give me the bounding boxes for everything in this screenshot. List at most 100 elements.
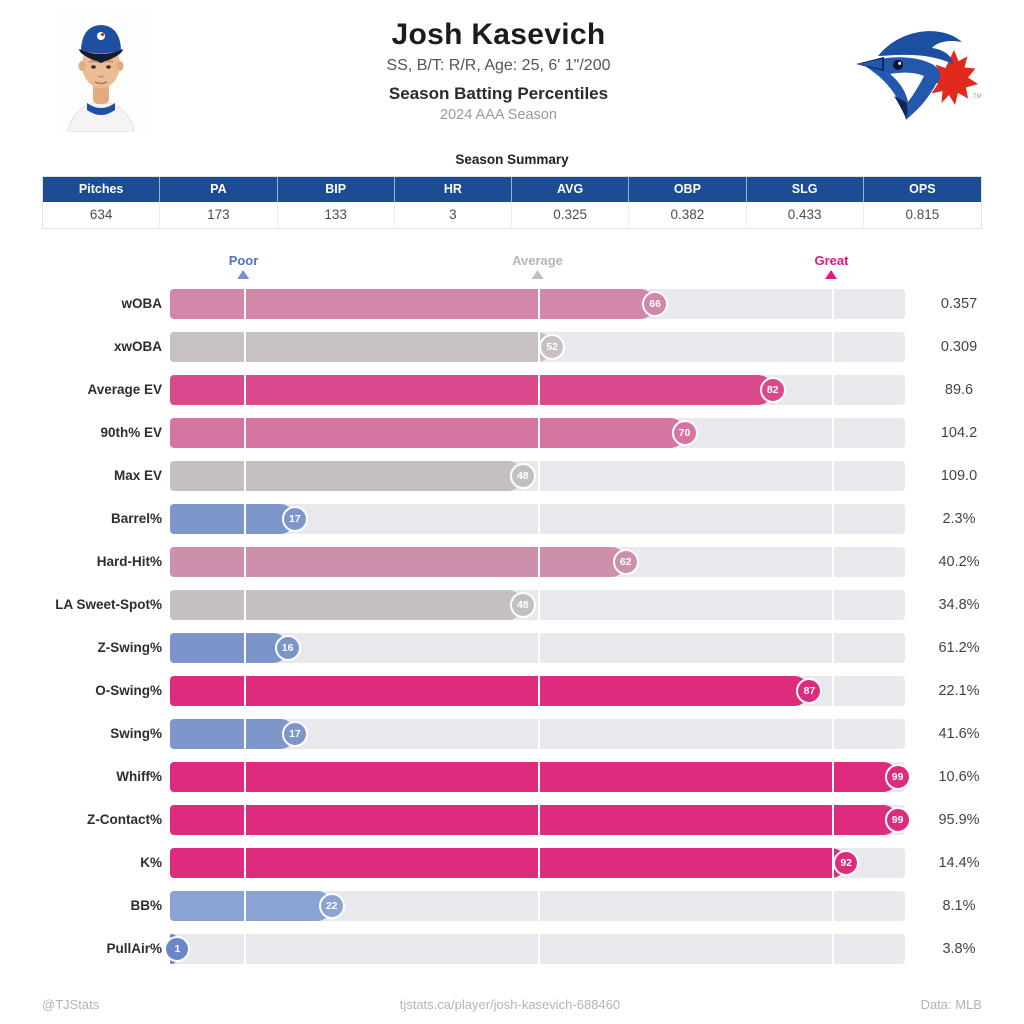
metric-label: wOBA bbox=[121, 296, 163, 311]
percentile-bar-track: 62 bbox=[170, 546, 905, 577]
season-summary-table: Pitches PA BIP HR AVG OBP SLG OPS 634 173 133 3 0.3… bbox=[42, 176, 982, 229]
summary-value: 133 bbox=[277, 202, 395, 228]
gridline-90th-percentile bbox=[831, 331, 834, 362]
gridline-10th-percentile bbox=[243, 288, 246, 319]
percentile-row: K% 92 14.4% bbox=[0, 841, 1024, 884]
percentile-bar-fill bbox=[170, 761, 898, 792]
percentile-row: wOBA 66 0.357 bbox=[0, 282, 1024, 325]
percentile-rows: wOBA 66 0.357 xwOBA 52 bbox=[0, 282, 1024, 970]
percentile-row: Max EV 48 109.0 bbox=[0, 454, 1024, 497]
metric-value: 34.8% bbox=[938, 596, 980, 613]
summary-column-header: BIP bbox=[278, 177, 395, 202]
summary-column-header: SLG bbox=[747, 177, 864, 202]
percentile-badge: 99 bbox=[884, 806, 911, 833]
percentile-row: Average EV 82 89.6 bbox=[0, 368, 1024, 411]
percentile-bar-track: 17 bbox=[170, 503, 905, 534]
metric-label: Average EV bbox=[87, 382, 162, 397]
percentile-row: Swing% 17 41.6% bbox=[0, 712, 1024, 755]
percentile-bar-fill bbox=[170, 804, 898, 835]
title-block: Josh Kasevich SS, B/T: R/R, Age: 25, 6' … bbox=[147, 8, 850, 123]
summary-value: 634 bbox=[43, 202, 161, 228]
percentile-bar-fill bbox=[170, 331, 553, 362]
percentile-badge: 16 bbox=[274, 634, 301, 661]
gridline-90th-percentile bbox=[831, 804, 834, 835]
percentile-bar-track: 66 bbox=[170, 288, 905, 319]
summary-value: 173 bbox=[160, 202, 278, 228]
legend-triangle-icon bbox=[825, 270, 838, 279]
percentile-badge: 82 bbox=[759, 376, 786, 403]
percentile-badge: 48 bbox=[509, 591, 536, 618]
gridline-50th-percentile bbox=[537, 546, 540, 577]
legend-marker: Average bbox=[512, 253, 563, 279]
metric-label: Z-Contact% bbox=[87, 812, 162, 827]
blue-jays-logo-illustration: TM bbox=[856, 31, 982, 120]
footer-url: tjstats.ca/player/josh-kasevich-688460 bbox=[399, 997, 621, 1012]
gridline-10th-percentile bbox=[243, 331, 246, 362]
percentile-badge: 62 bbox=[612, 548, 639, 575]
percentile-bar-fill bbox=[170, 374, 773, 405]
summary-column-header: AVG bbox=[512, 177, 630, 202]
metric-value: 0.357 bbox=[940, 295, 978, 312]
percentile-badge: 48 bbox=[509, 462, 536, 489]
percentile-badge: 52 bbox=[539, 333, 566, 360]
metric-value: 61.2% bbox=[938, 639, 980, 656]
percentile-bar-track: 70 bbox=[170, 417, 905, 448]
gridline-10th-percentile bbox=[243, 546, 246, 577]
summary-value: 0.433 bbox=[746, 202, 864, 228]
summary-value: 0.382 bbox=[629, 202, 747, 228]
percentile-chart: Poor Average Great wOBA bbox=[0, 247, 1024, 970]
gridline-50th-percentile bbox=[537, 417, 540, 448]
gridline-50th-percentile bbox=[537, 718, 540, 749]
gridline-10th-percentile bbox=[243, 460, 246, 491]
page-title: Josh Kasevich bbox=[391, 18, 606, 51]
metric-value: 22.1% bbox=[938, 682, 980, 699]
gridline-50th-percentile bbox=[537, 847, 540, 878]
percentile-bar-track: 48 bbox=[170, 460, 905, 491]
legend-marker-label: Poor bbox=[228, 253, 259, 268]
percentile-bar-fill bbox=[170, 460, 523, 491]
percentile-badge: 22 bbox=[318, 892, 345, 919]
gridline-90th-percentile bbox=[831, 761, 834, 792]
gridline-90th-percentile bbox=[831, 890, 834, 921]
percentile-row: 90th% EV 70 104.2 bbox=[0, 411, 1024, 454]
gridline-10th-percentile bbox=[243, 890, 246, 921]
percentile-bar-fill bbox=[170, 675, 810, 706]
gridline-10th-percentile bbox=[243, 503, 246, 534]
metric-value: 104.2 bbox=[940, 424, 978, 441]
percentile-bar-track: 82 bbox=[170, 374, 905, 405]
percentile-row: Whiff% 99 10.6% bbox=[0, 755, 1024, 798]
metric-label: Hard-Hit% bbox=[96, 554, 162, 569]
legend-marker-label: Average bbox=[512, 253, 563, 268]
percentile-badge: 87 bbox=[796, 677, 823, 704]
percentile-row: Z-Swing% 16 61.2% bbox=[0, 626, 1024, 669]
metric-value: 8.1% bbox=[942, 897, 976, 914]
metric-label: 90th% EV bbox=[100, 425, 162, 440]
footer: @TJStats tjstats.ca/player/josh-kasevich… bbox=[0, 997, 1024, 1012]
gridline-10th-percentile bbox=[243, 933, 246, 964]
legend-marker: Poor bbox=[228, 253, 259, 279]
gridline-90th-percentile bbox=[831, 933, 834, 964]
legend-marker: Great bbox=[815, 253, 848, 279]
metric-value: 14.4% bbox=[938, 854, 980, 871]
legend-triangle-icon bbox=[237, 270, 250, 279]
percentile-bar-fill bbox=[170, 288, 656, 319]
percentile-row: Hard-Hit% 62 40.2% bbox=[0, 540, 1024, 583]
gridline-10th-percentile bbox=[243, 718, 246, 749]
blue-jays-logo: TM bbox=[850, 8, 1000, 130]
percentile-row: O-Swing% 87 22.1% bbox=[0, 669, 1024, 712]
percentile-bar-fill bbox=[170, 847, 847, 878]
gridline-50th-percentile bbox=[537, 804, 540, 835]
gridline-50th-percentile bbox=[537, 890, 540, 921]
legend-area: Poor Average Great bbox=[170, 247, 905, 279]
percentile-badge: 1 bbox=[164, 935, 191, 962]
metric-label: Z-Swing% bbox=[97, 640, 163, 655]
percentile-bar-fill bbox=[170, 718, 295, 749]
summary-column-header: OBP bbox=[629, 177, 747, 202]
summary-column-header: Pitches bbox=[43, 177, 161, 202]
gridline-50th-percentile bbox=[537, 460, 540, 491]
metric-value: 40.2% bbox=[938, 553, 980, 570]
gridline-10th-percentile bbox=[243, 761, 246, 792]
season-summary-value-row: 634 173 133 3 0.325 0.382 0.433 0.815 bbox=[43, 202, 981, 228]
gridline-90th-percentile bbox=[831, 847, 834, 878]
percentile-bar-track: 22 bbox=[170, 890, 905, 921]
